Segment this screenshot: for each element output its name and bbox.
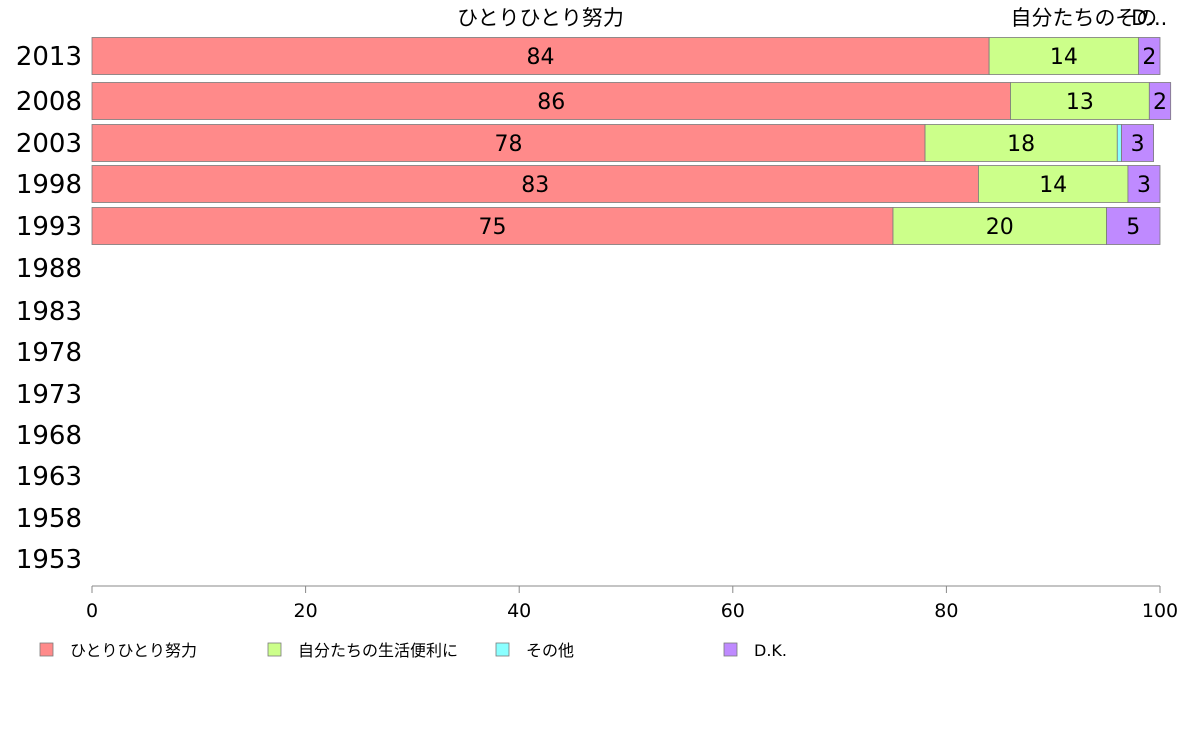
- legend-label-0: ひとりひとり努力: [70, 641, 197, 660]
- bar-2013-series-0: [91, 37, 990, 75]
- top-label-series-3: D...: [1131, 6, 1167, 30]
- category-label-2013: 2013: [16, 42, 82, 72]
- category-label-1963: 1963: [16, 462, 82, 492]
- bar-1998-series-3: [1127, 165, 1161, 203]
- bar-2013-series-1: [988, 37, 1140, 75]
- bar-2008-series-3: [1148, 82, 1172, 120]
- x-tick-label-0: 0: [86, 600, 98, 622]
- top-labels: ひとりひとり努力 自分たちの そのD...: [457, 6, 1167, 30]
- data-label-1998-series-3: 3: [1137, 173, 1151, 198]
- data-label-1998-series-0: 83: [521, 173, 549, 198]
- category-label-1958: 1958: [16, 504, 82, 534]
- data-label-2003-series-3: 3: [1131, 132, 1145, 157]
- x-tick-label-60: 60: [721, 600, 745, 622]
- bar-2008-series-1: [1010, 82, 1150, 120]
- data-label-2013-series-0: 84: [527, 45, 555, 70]
- data-label-2013-series-1: 14: [1050, 45, 1078, 70]
- data-label-2008-series-1: 13: [1066, 90, 1094, 115]
- legend-label-1: 自分たちの生活便利に: [298, 641, 458, 660]
- top-label-series-1: 自分たちの: [1010, 6, 1115, 30]
- data-label-2008-series-3: 2: [1153, 90, 1167, 115]
- category-label-2008: 2008: [16, 87, 82, 117]
- data-label-1998-series-1: 14: [1039, 173, 1067, 198]
- x-tick-label-40: 40: [507, 600, 531, 622]
- x-tick-label-100: 100: [1142, 600, 1178, 622]
- legend-label-2: その他: [526, 641, 574, 660]
- top-label-series-2: その: [1115, 6, 1157, 30]
- data-label-2013-series-3: 2: [1142, 45, 1156, 70]
- data-label-2008-series-0: 86: [537, 90, 565, 115]
- legend-label-3: D.K.: [754, 641, 787, 660]
- category-label-1993: 1993: [16, 212, 82, 242]
- category-label-1983: 1983: [16, 297, 82, 327]
- x-axis: 0 20 40 60 80 100: [86, 585, 1178, 622]
- bars: 84 14 2 86 13 2 78 18 3 83 14 3 75 20 5: [91, 37, 1172, 245]
- category-label-1998: 1998: [16, 170, 82, 200]
- data-label-1993-series-0: 75: [479, 215, 507, 240]
- category-label-2003: 2003: [16, 129, 82, 159]
- top-label-series-0: ひとりひとり努力: [457, 6, 624, 30]
- bar-1998-series-0: [91, 165, 979, 203]
- category-label-1988: 1988: [16, 254, 82, 284]
- bar-1998-series-1: [978, 165, 1129, 203]
- legend: ひとりひとり努力 自分たちの生活便利に その他 D.K.: [39, 641, 787, 660]
- legend-swatch-1: [267, 642, 282, 657]
- bar-1993-series-0: [91, 207, 894, 245]
- legend-swatch-2: [495, 642, 510, 657]
- legend-swatch-0: [39, 642, 54, 657]
- data-label-1993-series-1: 20: [986, 215, 1014, 240]
- x-tick-label-80: 80: [934, 600, 958, 622]
- bar-2003-series-1: [924, 124, 1118, 162]
- data-label-1993-series-3: 5: [1126, 215, 1140, 240]
- bar-2013-series-3: [1138, 37, 1161, 75]
- category-label-1973: 1973: [16, 380, 82, 410]
- bar-2003-series-3: [1121, 124, 1154, 162]
- legend-swatch-3: [723, 642, 738, 657]
- x-tick-label-20: 20: [294, 600, 318, 622]
- category-label-1978: 1978: [16, 338, 82, 368]
- data-label-2003-series-0: 78: [495, 132, 523, 157]
- category-label-1968: 1968: [16, 421, 82, 451]
- category-labels: 2013 2008 2003 1998 1993 1988 1983 1978 1973 1968…: [16, 42, 82, 575]
- data-label-2003-series-1: 18: [1007, 132, 1035, 157]
- bar-2003-series-2: [1116, 124, 1122, 162]
- bar-1993-series-3: [1106, 207, 1161, 245]
- bar-2003-series-0: [91, 124, 926, 162]
- category-label-1953: 1953: [16, 545, 82, 575]
